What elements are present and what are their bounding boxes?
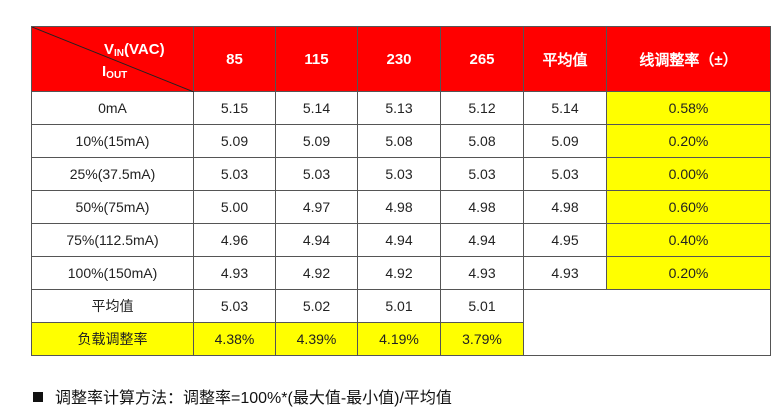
cell: 5.01: [357, 289, 441, 323]
cell: 5.15: [193, 91, 276, 125]
table-row: 10%(15mA) 5.09 5.09 5.08 5.08 5.09 0.20%: [31, 124, 771, 158]
cell: 5.09: [193, 124, 276, 158]
cell: 5.09: [523, 124, 607, 158]
header-cell: 85: [193, 26, 276, 92]
diagonal-line: [32, 27, 194, 92]
cell: 4.98: [523, 190, 607, 224]
row-label: 0mA: [31, 91, 194, 125]
formula-note: 调整率计算方法：调整率=100%*(最大值-最小值)/平均值: [33, 384, 452, 408]
cell: 5.03: [193, 157, 276, 191]
cell: 5.03: [523, 157, 607, 191]
cell: 5.01: [440, 289, 524, 323]
row-label: 负载调整率: [31, 322, 194, 356]
header-cell: 265: [440, 26, 524, 92]
table-row: 75%(112.5mA) 4.96 4.94 4.94 4.94 4.95 0.40%: [31, 223, 771, 257]
cell: 5.08: [357, 124, 441, 158]
cell: 5.02: [275, 289, 358, 323]
note-text: 调整率计算方法：调整率=100%*(最大值-最小值)/平均值: [55, 390, 452, 407]
cell: 4.92: [357, 256, 441, 290]
cell: 4.93: [440, 256, 524, 290]
row-label: 50%(75mA): [31, 190, 194, 224]
row-label: 平均值: [31, 289, 194, 323]
line-regulation-cell: 0.58%: [606, 91, 771, 125]
cell: 5.12: [440, 91, 524, 125]
table-row: 25%(37.5mA) 5.03 5.03 5.03 5.03 5.03 0.00%: [31, 157, 771, 191]
line-regulation-cell: 0.60%: [606, 190, 771, 224]
row-label: 25%(37.5mA): [31, 157, 194, 191]
vin-label: VIN(VAC): [104, 41, 165, 59]
cell: 4.98: [440, 190, 524, 224]
cell: 4.94: [440, 223, 524, 257]
table-row: 100%(150mA) 4.93 4.92 4.92 4.93 4.93 0.20%: [31, 256, 771, 290]
cell: 4.94: [357, 223, 441, 257]
cell: 4.97: [275, 190, 358, 224]
cell: 4.19%: [357, 322, 441, 356]
average-row: 平均值 5.03 5.02 5.01 5.01: [31, 289, 771, 356]
iout-label: IOUT: [102, 63, 128, 81]
cell: 4.39%: [275, 322, 358, 356]
header-cell: 230: [357, 26, 441, 92]
load-regulation-row: 负载调整率 4.38% 4.39% 4.19% 3.79%: [31, 322, 771, 356]
corner-header-cell: VIN(VAC) IOUT: [31, 26, 194, 92]
line-regulation-cell: 0.00%: [606, 157, 771, 191]
cell: 5.00: [193, 190, 276, 224]
cell: 5.03: [275, 157, 358, 191]
cell: 5.08: [440, 124, 524, 158]
cell: 5.09: [275, 124, 358, 158]
row-label: 75%(112.5mA): [31, 223, 194, 257]
cell: 3.79%: [440, 322, 524, 356]
cell: 4.96: [193, 223, 276, 257]
cell: 5.03: [357, 157, 441, 191]
cell: 5.03: [193, 289, 276, 323]
cell: 5.14: [523, 91, 607, 125]
table-row: 0mA 5.15 5.14 5.13 5.12 5.14 0.58%: [31, 91, 771, 125]
cell: 4.94: [275, 223, 358, 257]
row-label: 10%(15mA): [31, 124, 194, 158]
cell: 4.95: [523, 223, 607, 257]
header-cell: 平均值: [523, 26, 607, 92]
cell: 5.13: [357, 91, 441, 125]
header-row: VIN(VAC) IOUT 85 115 230 265 平均值 线调整率（±）: [31, 26, 771, 92]
cell: 4.98: [357, 190, 441, 224]
line-regulation-cell: 0.40%: [606, 223, 771, 257]
line-regulation-cell: 0.20%: [606, 256, 771, 290]
bullet-square-icon: [33, 392, 43, 402]
cell: 4.38%: [193, 322, 276, 356]
header-cell: 115: [275, 26, 358, 92]
cell: 4.93: [193, 256, 276, 290]
row-label: 100%(150mA): [31, 256, 194, 290]
line-regulation-cell: 0.20%: [606, 124, 771, 158]
cell: 5.03: [440, 157, 524, 191]
header-cell: 线调整率（±）: [606, 26, 771, 92]
cell: 4.93: [523, 256, 607, 290]
regulation-table: VIN(VAC) IOUT 85 115 230 265 平均值 线调整率（±）…: [31, 26, 771, 356]
table-row: 50%(75mA) 5.00 4.97 4.98 4.98 4.98 0.60%: [31, 190, 771, 224]
cell: 4.92: [275, 256, 358, 290]
empty-merged-cell: [523, 289, 771, 356]
cell: 5.14: [275, 91, 358, 125]
